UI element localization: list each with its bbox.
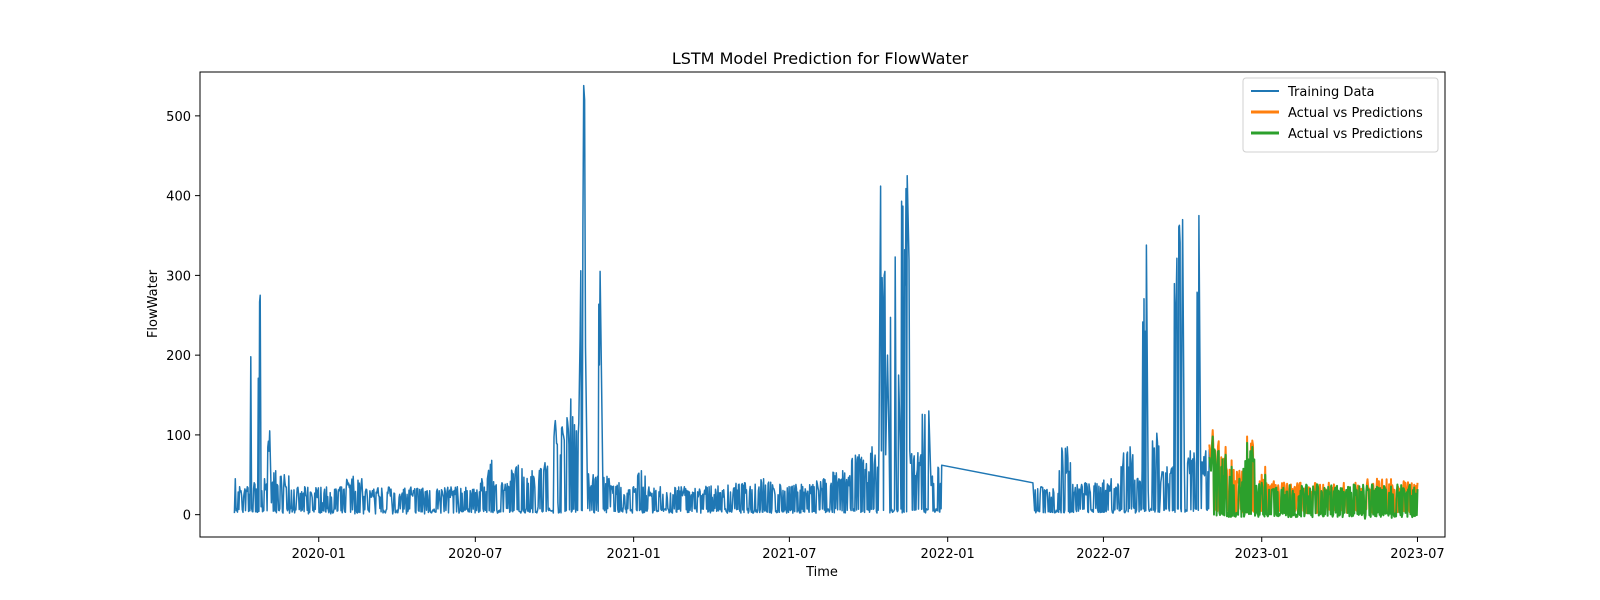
x-tick-label: 2023-07 <box>1390 547 1444 562</box>
legend-label: Actual vs Predictions <box>1288 127 1423 142</box>
legend-label: Actual vs Predictions <box>1288 106 1423 121</box>
series-line-1 <box>233 84 1211 515</box>
series-line-3 <box>1208 435 1419 520</box>
y-tick-label: 0 <box>183 509 191 524</box>
y-axis-label: FlowWater <box>146 269 161 338</box>
x-tick-label: 2022-07 <box>1076 547 1130 562</box>
y-tick-label: 300 <box>166 269 191 284</box>
y-axis: 0 100 200 300 400 500 <box>166 110 200 524</box>
plot-frame <box>199 71 1446 538</box>
y-tick-label: 200 <box>166 349 191 364</box>
series-layer <box>233 84 1419 520</box>
legend: Training Data Actual vs Predictions Actual… <box>1242 77 1439 153</box>
x-tick-label: 2023-01 <box>1235 547 1289 562</box>
x-axis: 2020-01 2020-07 2021-01 2021-07 2022-01 2022-… <box>292 537 1445 562</box>
legend-box <box>1242 77 1439 153</box>
chart-title: LSTM Model Prediction for FlowWater <box>672 49 969 68</box>
y-tick-label: 500 <box>166 110 191 125</box>
y-tick-label: 400 <box>166 190 191 205</box>
x-tick-label: 2020-01 <box>292 547 346 562</box>
y-tick-label: 100 <box>166 429 191 444</box>
x-tick-label: 2021-01 <box>606 547 660 562</box>
x-tick-label: 2021-07 <box>762 547 816 562</box>
x-axis-label: Time <box>805 565 838 580</box>
x-tick-label: 2022-01 <box>921 547 975 562</box>
legend-label: Training Data <box>1287 85 1374 100</box>
x-tick-label: 2020-07 <box>448 547 502 562</box>
